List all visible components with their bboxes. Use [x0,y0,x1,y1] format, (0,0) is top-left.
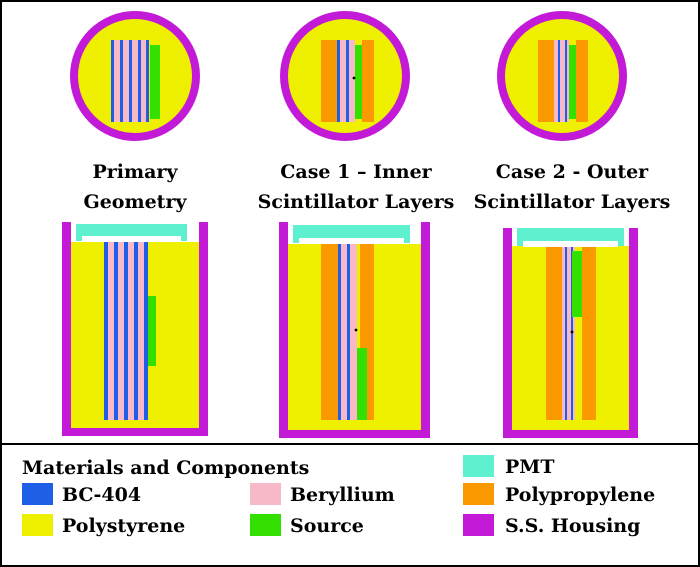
case1-side-pmt [293,225,410,243]
caption-case1-line2: Scintillator Layers [258,191,455,213]
primary-side-view [62,222,208,436]
case1-top-source [355,45,362,119]
caption-case2-line1: Case 2 - Outer [496,161,649,183]
case1-top-bc404-layer [346,40,349,122]
caption-primary-line2: Geometry [83,191,187,213]
legend-label-beryllium: Beryllium [290,484,395,506]
primary-top-source [150,45,160,119]
primary-side-bc404-layer [114,242,118,420]
primary-top-bc404-layer [129,40,132,122]
primary-side-bc404-layer [104,242,108,420]
legend-swatch-bc404 [22,483,53,505]
case1-side-polypropylene-right-lower [367,348,374,420]
legend-swatch-pmt [463,455,494,477]
case2-side-white-gap [523,241,618,247]
case2-top-polypropylene-right [576,40,588,122]
legend-label-bc404: BC-404 [62,484,141,506]
case2-side-polypropylene-right [582,247,596,420]
case1-side-center-dot [354,328,358,332]
case1-side-polypropylene-right [360,244,374,348]
primary-side-bc404-layer [124,242,128,420]
legend-label-housing: S.S. Housing [505,515,640,537]
case2-top-source [569,45,576,119]
caption-case1-line1: Case 1 – Inner [280,161,432,183]
legend: Materials and Components PMT BC-404 Bery… [22,455,655,537]
legend-label-source: Source [290,515,364,537]
case2-side-bc404-layer [565,247,567,420]
case1-side-bc404-layer [347,244,350,420]
case1-side-bc404-layer [338,244,341,420]
case2-top-view [497,11,627,141]
case1-top-center-dot [352,76,356,80]
legend-swatch-beryllium [250,483,281,505]
primary-side-bc404-layer [134,242,138,420]
legend-swatch-source [250,514,281,536]
caption-case2-line2: Scintillator Layers [474,191,671,213]
case2-side-bc404-layer [571,247,573,420]
legend-swatch-polystyrene [22,514,53,536]
case1-side-polypropylene-left [321,244,338,420]
case1-side-view [279,222,430,438]
primary-top-bc404-layer [120,40,123,122]
primary-side-white-gap [82,236,181,242]
primary-side-bc404-layer [144,242,148,420]
legend-label-pmt: PMT [505,456,554,478]
case2-side-polypropylene-left [546,247,562,420]
legend-label-polystyrene: Polystyrene [62,515,185,537]
caption-primary-line1: Primary [93,161,179,183]
case1-top-view [280,11,410,141]
case2-side-view [503,228,638,438]
case1-top-polypropylene-left [321,40,337,122]
case1-top-polypropylene-right [362,40,374,122]
legend-title: Materials and Components [22,457,309,479]
primary-top-bc404-layer [111,40,114,122]
case1-side-white-gap [299,238,404,244]
case2-top-bc404-layer [565,40,567,122]
primary-top-bc404-layer [138,40,141,122]
case2-side-source [572,251,582,317]
case2-side-center-dot [570,330,574,334]
legend-swatch-housing [463,514,494,536]
case2-top-bc404-layer [558,40,560,122]
primary-side-pmt [76,224,187,241]
primary-top-bc404-layer [146,40,149,122]
legend-label-polypropylene: Polypropylene [505,484,655,506]
case2-side-pmt [517,228,624,246]
case1-top-bc404-layer [337,40,340,122]
primary-side-source [148,296,156,366]
case2-top-polypropylene-left [538,40,554,122]
legend-swatch-polypropylene [463,483,494,505]
case1-side-source [357,348,367,420]
primary-top-view [70,11,200,141]
